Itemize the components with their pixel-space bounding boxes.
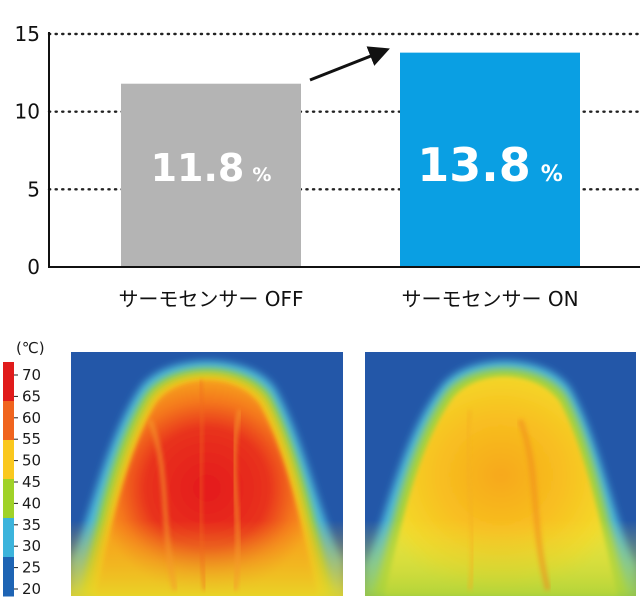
temperature-scale: (℃) 70 65 60 55 50 45 40 35 30 25 20 xyxy=(3,339,45,598)
scale-tick-label: 40 xyxy=(22,494,41,512)
scale-color-segment xyxy=(3,557,14,597)
y-tick-label: 5 xyxy=(27,177,40,201)
scale-tick-label: 50 xyxy=(22,452,41,470)
scale-color-segment xyxy=(3,518,14,558)
bar-chart: 11.8% 13.8% 0 5 10 15 サーモセンサー OFF サーモセンサー ON xyxy=(15,22,640,311)
scale-tick-label: 55 xyxy=(22,430,41,448)
increase-arrow xyxy=(309,46,390,82)
y-tick-label: 10 xyxy=(15,100,40,124)
scale-tick-label: 45 xyxy=(22,473,41,491)
y-tick-label: 15 xyxy=(15,22,40,46)
scale-color-segment xyxy=(3,479,14,519)
bar xyxy=(400,52,580,267)
scale-tick-label: 30 xyxy=(22,537,41,555)
scale-tick-label: 70 xyxy=(22,366,41,384)
scale-tick-label: 25 xyxy=(22,559,41,577)
x-category-label: サーモセンサー OFF xyxy=(118,287,303,311)
bar-value-label: 13.8% xyxy=(417,138,563,192)
x-axis-ticks: サーモセンサー OFF サーモセンサー ON xyxy=(118,287,578,311)
scale-color-segment xyxy=(3,362,14,402)
bar-value-labels: 11.8% 13.8% xyxy=(151,138,563,192)
bars xyxy=(121,52,580,267)
bar-value-label: 11.8% xyxy=(151,146,272,190)
scale-color-segment xyxy=(3,440,14,480)
y-axis-ticks: 0 5 10 15 xyxy=(15,22,40,279)
thermo-sensor-off-thermal-image xyxy=(71,352,343,596)
scale-tick-label: 35 xyxy=(22,516,41,534)
temperature-scale-ticks: 70 65 60 55 50 45 40 35 30 25 20 xyxy=(14,366,41,598)
scale-tick-label: 65 xyxy=(22,387,41,405)
x-category-label: サーモセンサー ON xyxy=(401,287,578,311)
scale-tick-label: 20 xyxy=(22,580,41,598)
thermo-sensor-on-thermal-image xyxy=(365,352,636,596)
y-tick-label: 0 xyxy=(27,255,40,279)
scale-tick-label: 60 xyxy=(22,409,41,427)
bar xyxy=(121,83,301,267)
temperature-unit: (℃) xyxy=(16,339,45,357)
temperature-color-bar xyxy=(3,362,14,597)
scale-color-segment xyxy=(3,401,14,441)
